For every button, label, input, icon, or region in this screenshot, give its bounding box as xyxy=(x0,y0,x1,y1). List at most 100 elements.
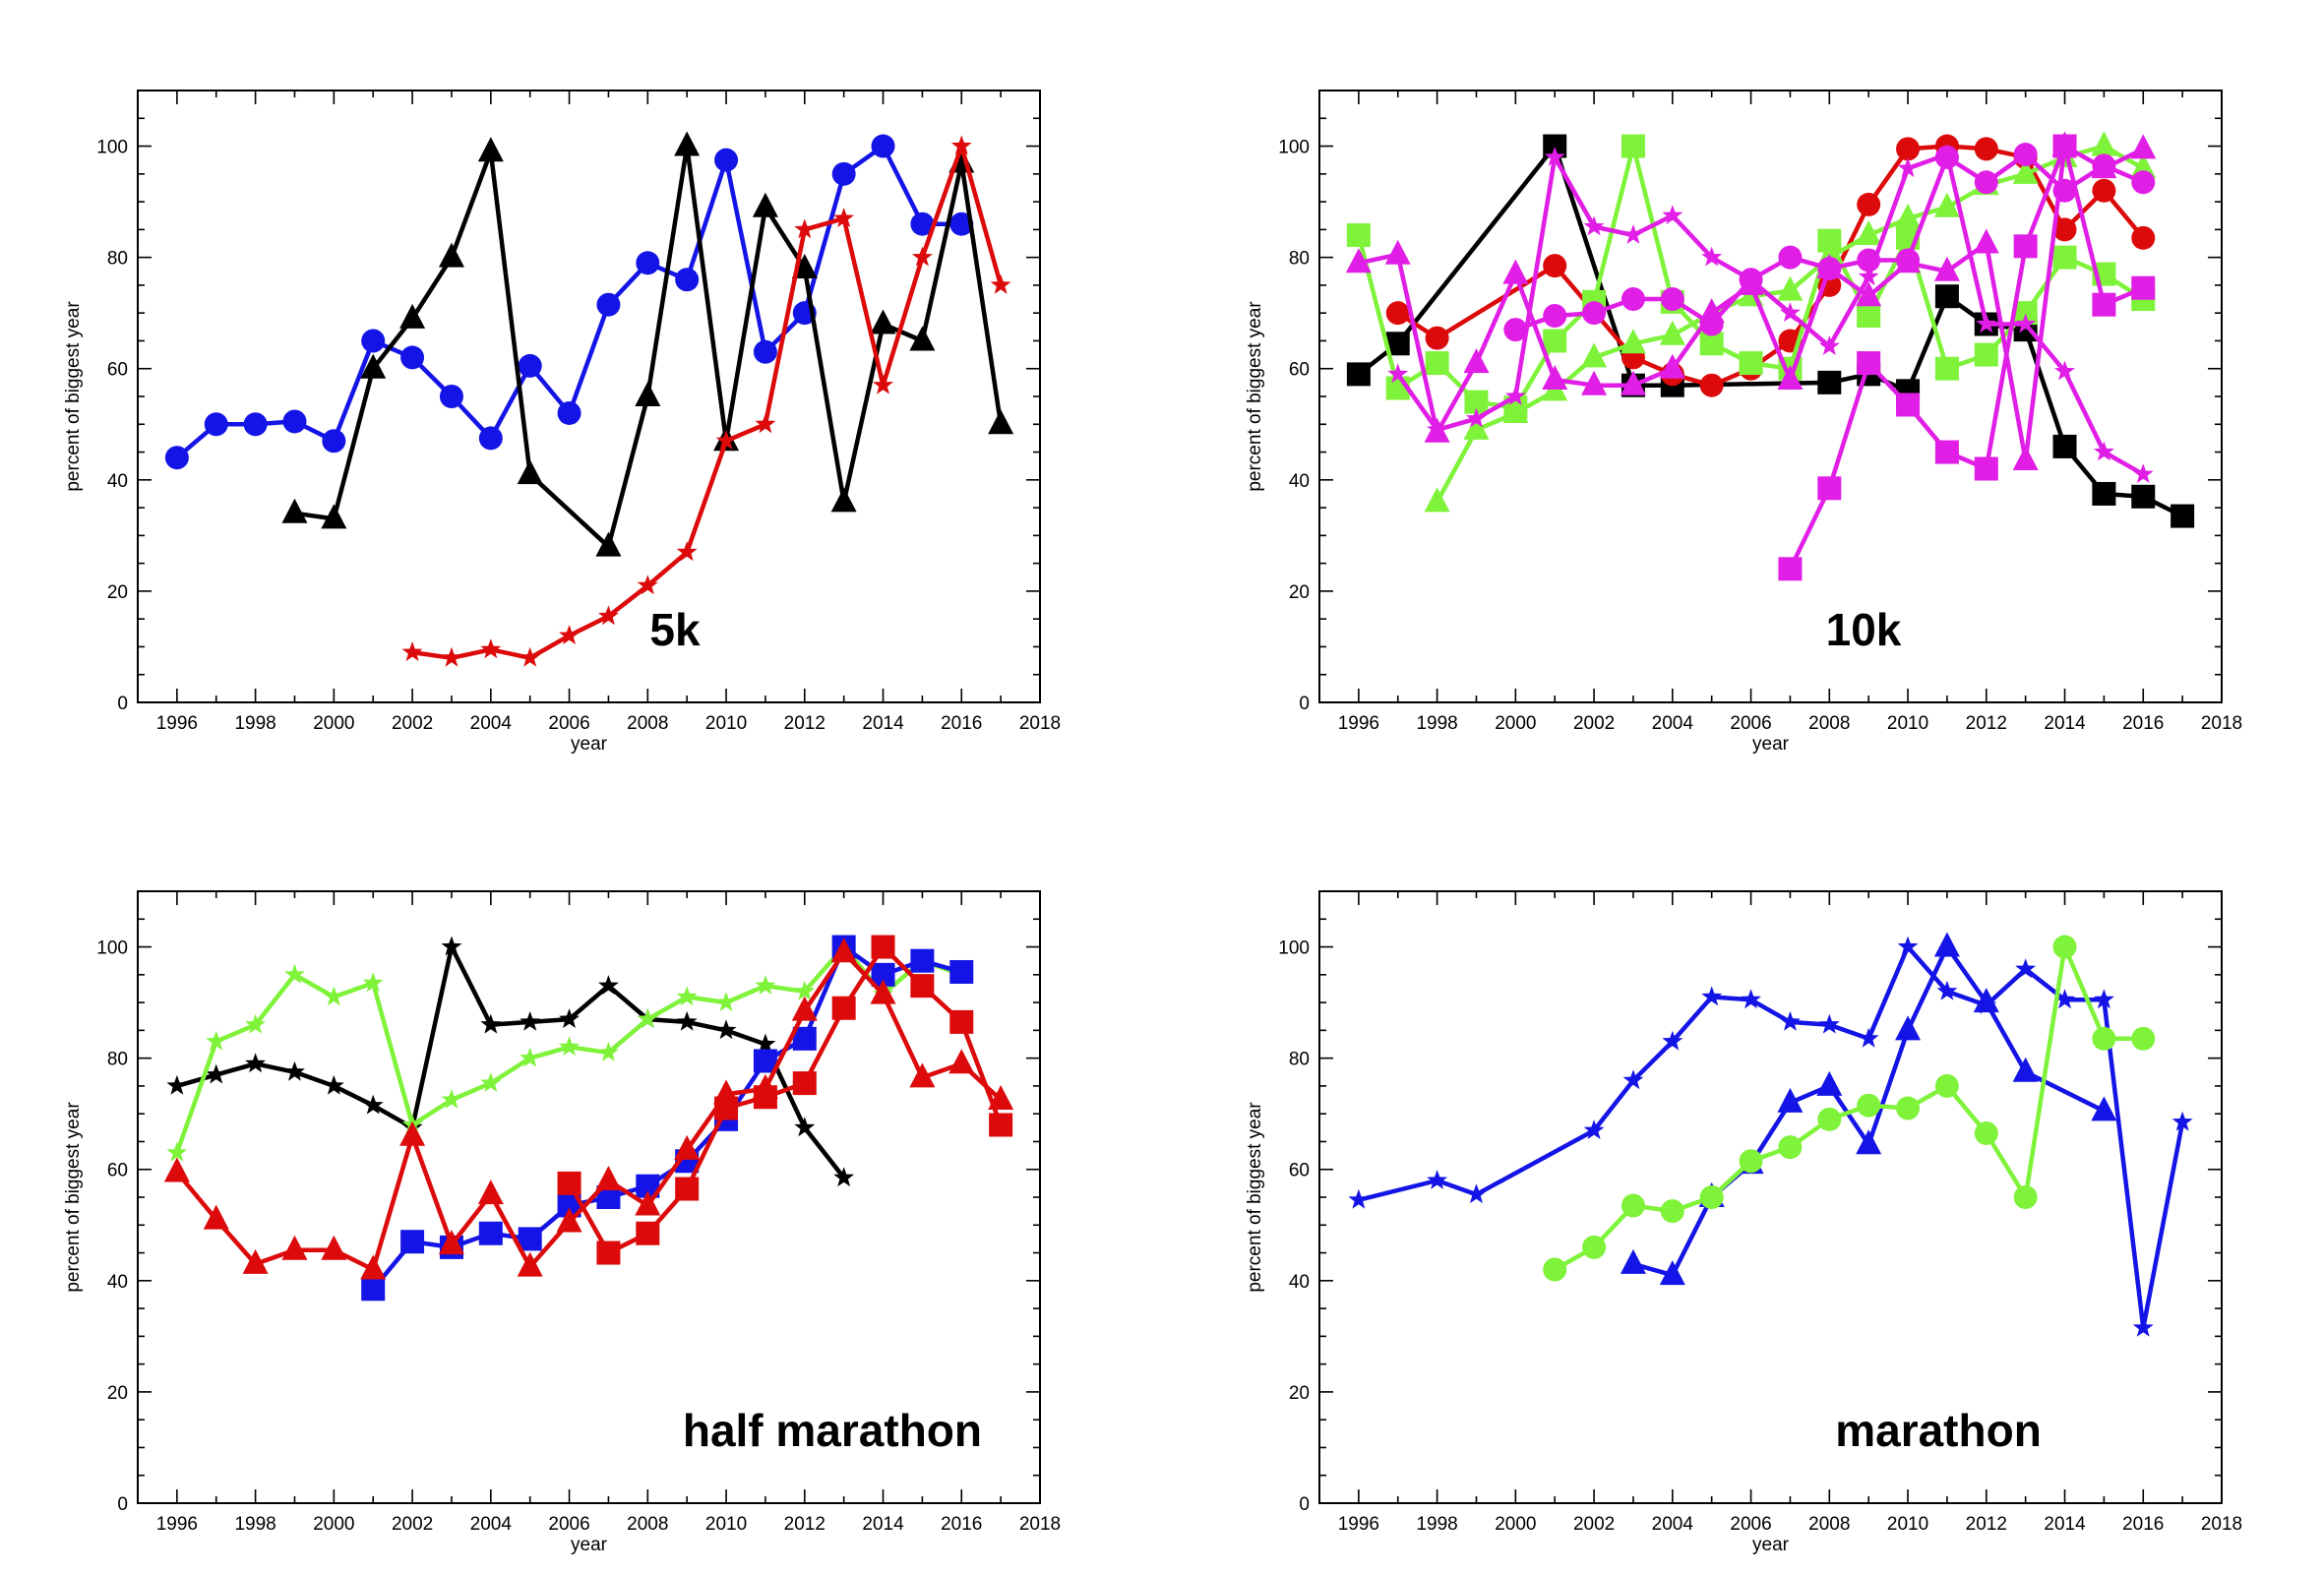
data-point-circle xyxy=(1778,245,1803,270)
data-point-circle xyxy=(439,385,463,408)
data-point-triangle xyxy=(1895,248,1922,273)
data-point-circle xyxy=(243,412,268,437)
data-point-circle xyxy=(557,400,581,425)
data-point-triangle xyxy=(517,1251,543,1277)
data-point-star xyxy=(637,575,658,595)
x-tick-label: 2014 xyxy=(2044,713,2086,734)
y-axis-label: percent of biggest year xyxy=(63,301,84,492)
data-point-square xyxy=(949,1009,974,1034)
series-line xyxy=(1630,944,2107,1278)
data-point-triangle xyxy=(1659,320,1685,345)
data-point-star xyxy=(1818,335,1840,355)
data-point-triangle xyxy=(360,1254,387,1280)
series-blue-star xyxy=(1348,936,2193,1337)
series-blue-circle xyxy=(164,134,974,470)
data-point-triangle xyxy=(909,326,936,351)
data-point-square xyxy=(910,948,935,973)
data-point-triangle xyxy=(1542,365,1568,391)
y-tick-label: 40 xyxy=(107,1272,128,1293)
x-tick-label: 2002 xyxy=(1573,1514,1615,1535)
data-point-triangle xyxy=(1345,248,1372,273)
data-point-triangle xyxy=(438,242,464,268)
data-point-square xyxy=(1778,557,1803,581)
x-tick-label: 2006 xyxy=(548,713,589,734)
data-point-star xyxy=(1701,246,1723,267)
data-point-triangle xyxy=(203,1204,229,1230)
series-line xyxy=(370,944,964,1292)
data-point-star xyxy=(2015,313,2037,333)
x-tick-label: 1998 xyxy=(1416,713,1457,734)
data-point-star xyxy=(520,1047,541,1067)
data-point-triangle xyxy=(1620,370,1646,395)
data-point-star xyxy=(1466,407,1487,428)
series-magenta-square xyxy=(1778,134,2156,581)
series-red-triangle xyxy=(163,938,1014,1280)
data-point-square xyxy=(2052,245,2077,270)
x-tick-label: 2016 xyxy=(2122,1514,2164,1535)
data-point-circle xyxy=(1857,192,1881,216)
data-point-triangle xyxy=(635,382,661,406)
data-point-circle xyxy=(1621,287,1645,312)
data-point-circle xyxy=(1974,137,1998,161)
data-point-circle xyxy=(1582,301,1607,326)
plot-frame xyxy=(1318,890,2223,1504)
series-line xyxy=(1788,144,2146,572)
data-point-star xyxy=(2054,360,2075,381)
data-point-circle xyxy=(1660,287,1684,312)
data-point-triangle xyxy=(1463,348,1490,374)
data-point-star xyxy=(166,1074,188,1095)
data-point-triangle xyxy=(556,1207,582,1233)
data-point-triangle xyxy=(752,192,778,217)
y-tick-label: 0 xyxy=(117,694,128,714)
data-point-star xyxy=(833,1167,855,1187)
x-tick-label: 1996 xyxy=(1338,713,1379,734)
data-point-star xyxy=(559,1008,580,1028)
x-tick-label: 2008 xyxy=(627,1514,668,1535)
x-tick-label: 2018 xyxy=(2201,1514,2242,1535)
data-point-star xyxy=(2015,958,2037,979)
data-point-circle xyxy=(831,161,856,186)
data-point-star xyxy=(755,413,776,434)
data-point-triangle xyxy=(948,1049,975,1074)
data-point-square xyxy=(1974,456,1998,481)
y-tick-label: 100 xyxy=(1278,138,1310,158)
data-point-triangle xyxy=(281,1235,308,1260)
x-tick-label: 2004 xyxy=(470,713,513,734)
data-point-star xyxy=(2171,1111,2193,1131)
y-tick-label: 80 xyxy=(1289,1050,1310,1070)
y-tick-label: 20 xyxy=(107,1383,128,1404)
data-point-star xyxy=(206,1063,227,1084)
data-point-triangle xyxy=(2130,134,2157,159)
y-tick-label: 100 xyxy=(96,138,128,158)
data-point-triangle xyxy=(674,1134,701,1160)
data-point-star xyxy=(480,638,502,659)
x-tick-label: 2002 xyxy=(392,1514,433,1535)
x-tick-label: 2004 xyxy=(1652,713,1694,734)
x-axis-label: year xyxy=(1752,1535,1790,1555)
x-tick-label: 2004 xyxy=(470,1514,513,1535)
y-tick-label: 40 xyxy=(1289,1272,1310,1293)
series-magenta-star xyxy=(1387,144,2154,484)
data-point-circle xyxy=(1699,1185,1724,1209)
data-point-circle xyxy=(1699,373,1724,397)
data-point-circle xyxy=(2052,217,2077,242)
data-point-star xyxy=(833,208,855,227)
x-tick-label: 2008 xyxy=(1808,713,1850,734)
series-black-triangle xyxy=(281,131,1014,557)
data-point-square xyxy=(1896,393,1921,417)
data-point-triangle xyxy=(1973,988,1999,1013)
data-point-triangle xyxy=(1777,275,1804,301)
x-tick-label: 2014 xyxy=(862,1514,904,1535)
x-tick-label: 2010 xyxy=(1887,713,1928,734)
y-tick-label: 80 xyxy=(1289,249,1310,270)
y-tick-label: 0 xyxy=(1299,694,1310,714)
data-point-square xyxy=(2052,134,2077,158)
data-point-triangle xyxy=(595,531,622,557)
data-point-triangle xyxy=(1384,239,1411,265)
y-tick-label: 20 xyxy=(107,582,128,603)
data-point-square xyxy=(400,1230,425,1254)
data-point-square xyxy=(2171,504,2195,528)
data-point-triangle xyxy=(2130,153,2157,179)
data-point-star xyxy=(480,1072,502,1092)
data-point-triangle xyxy=(321,504,347,529)
